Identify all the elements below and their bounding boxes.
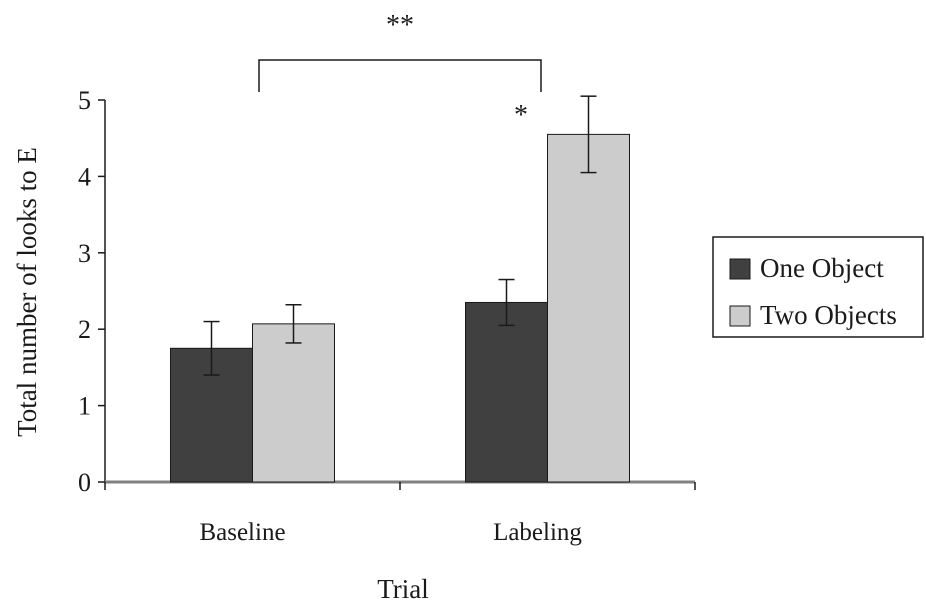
y-axis-title: Total number of looks to E	[12, 147, 42, 437]
legend-label-two-objects: Two Objects	[760, 300, 897, 330]
legend: One Object Two Objects	[712, 236, 924, 338]
error-bar	[498, 278, 515, 327]
legend-swatch-one-object	[729, 258, 751, 280]
bracket-line	[258, 59, 542, 92]
y-tick-label: 0	[78, 468, 91, 497]
legend-swatch-two-objects	[729, 305, 751, 327]
bars	[170, 133, 630, 483]
error-bar	[580, 95, 597, 174]
x-axis-title: Trial	[377, 574, 429, 604]
bar-two-objects-baseline	[252, 323, 335, 483]
error-bars	[203, 95, 597, 376]
y-tick-label: 1	[78, 392, 91, 421]
category-label: Baseline	[199, 519, 285, 546]
category-labels: Baseline Labeling	[199, 519, 582, 546]
y-tick-label: 2	[78, 315, 91, 344]
legend-label-one-object: One Object	[760, 253, 884, 283]
error-bar	[285, 304, 302, 344]
y-tick-label: 4	[78, 162, 91, 191]
labeling-significance-star: *	[514, 100, 528, 131]
bar-one-object-labeling	[465, 301, 548, 483]
error-bar	[203, 320, 220, 376]
y-tick-label: 3	[78, 239, 91, 268]
y-tick-label: 5	[78, 86, 91, 115]
bar-two-objects-labeling	[547, 133, 630, 483]
y-ticks: 0 1 2 3 4 5	[78, 86, 105, 497]
significance-bracket: **	[258, 10, 542, 92]
bracket-label: **	[386, 10, 414, 41]
category-label: Labeling	[493, 519, 582, 546]
